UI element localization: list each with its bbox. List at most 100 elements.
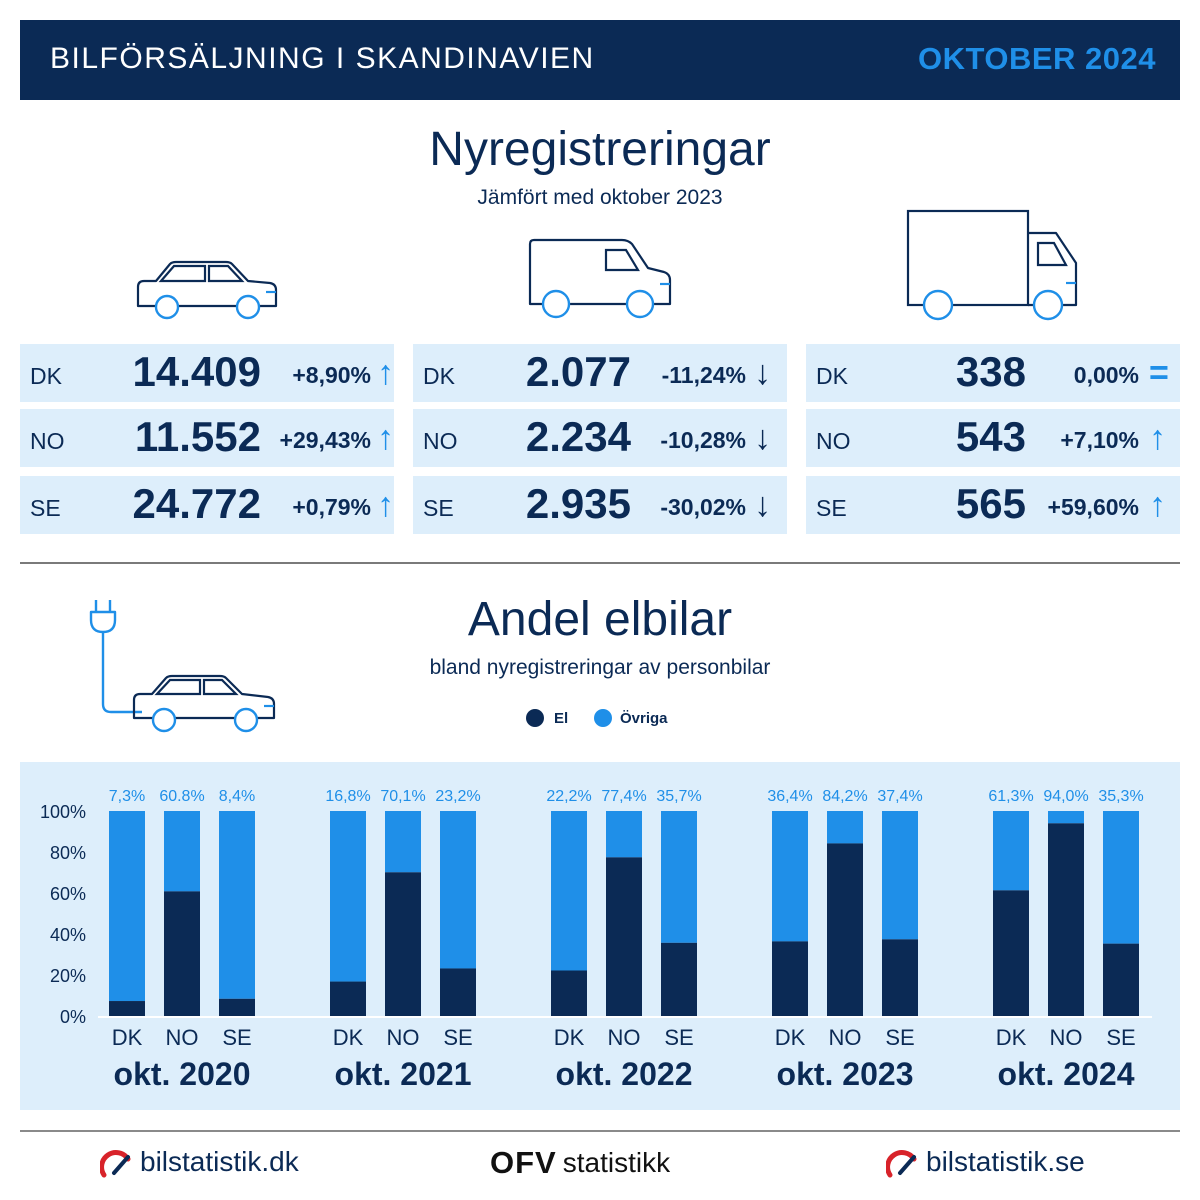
header-date: OKTOBER 2024: [917, 41, 1156, 76]
bar-other-segment: [606, 811, 642, 858]
arrow-up-icon: ↑: [1149, 486, 1166, 524]
bar-other-segment: [385, 811, 421, 873]
registration-count: 2.234: [525, 413, 631, 460]
stat-row-truck-dk: DK 338 0,00% =: [806, 344, 1180, 402]
x-category-label: DK: [333, 1025, 364, 1050]
change-percent: +59,60%: [1047, 494, 1139, 520]
bar-value-label: 84,2%: [822, 788, 867, 805]
country-code: SE: [816, 495, 847, 521]
country-code: NO: [816, 428, 851, 454]
van-icon: [528, 238, 672, 319]
y-tick-label: 0%: [60, 1007, 86, 1027]
arrow-down-icon: ↓: [754, 354, 771, 392]
y-tick-label: 40%: [50, 925, 86, 945]
arrow-up-icon: ↑: [377, 486, 394, 524]
ev-share-chart: 100% 80% 60% 40% 20% 0% 7,3% DK 60.8% NO 8,4% SE okt…: [40, 788, 1152, 1092]
legend-swatch-el: [526, 709, 544, 727]
change-percent: -30,02%: [660, 494, 746, 520]
bar-el-segment: [385, 872, 421, 1016]
bilstatistik-dk-text: bilstatistik.dk: [140, 1146, 299, 1177]
ofv-mark: OFV: [490, 1145, 557, 1180]
country-code: NO: [423, 428, 458, 454]
registration-count: 11.552: [134, 413, 261, 460]
ev-share-subtitle: bland nyregistreringar av personbilar: [429, 656, 771, 679]
bilstatistik-swirl-icon: [886, 1149, 917, 1178]
arrow-up-icon: ↑: [377, 354, 394, 392]
country-code: DK: [30, 363, 62, 389]
bar-el-segment: [330, 981, 366, 1016]
period-group-label: okt. 2023: [777, 1056, 914, 1092]
registration-count: 565: [955, 480, 1026, 527]
x-category-label: NO: [166, 1025, 199, 1050]
registration-count: 24.772: [132, 480, 261, 527]
x-category-label: NO: [1050, 1025, 1083, 1050]
y-tick-label: 20%: [50, 966, 86, 986]
legend-swatch-other: [594, 709, 612, 727]
bar-el-segment: [1103, 943, 1139, 1016]
bar-value-label: 8,4%: [219, 788, 255, 805]
bar-other-segment: [330, 811, 366, 982]
change-percent: +0,79%: [292, 494, 371, 520]
bilstatistik-se-text: bilstatistik.se: [926, 1146, 1085, 1177]
stat-row-car-se: SE 24.772 +0,79% ↑: [20, 476, 394, 534]
bar-el-segment: [827, 843, 863, 1016]
period-group-label: okt. 2022: [556, 1056, 693, 1092]
section-divider: [20, 562, 1180, 564]
ev-charging-car-icon: [89, 600, 276, 733]
x-category-label: SE: [443, 1025, 472, 1050]
bilstatistik-se-logo[interactable]: bilstatistik.se: [886, 1146, 1085, 1179]
bar-value-label: 37,4%: [877, 788, 922, 805]
bar-el-segment: [109, 1001, 145, 1016]
change-percent: -10,28%: [660, 427, 746, 453]
equal-icon: =: [1149, 354, 1169, 392]
country-code: DK: [423, 363, 455, 389]
bar-el-segment: [551, 970, 587, 1016]
bilstatistik-dk-logo[interactable]: bilstatistik.dk: [100, 1146, 299, 1179]
registration-count: 338: [955, 348, 1026, 395]
bar-other-segment: [109, 811, 145, 1002]
y-tick-label: 80%: [50, 843, 86, 863]
period-group-label: okt. 2024: [998, 1056, 1135, 1092]
registration-count: 14.409: [132, 348, 261, 395]
bar-other-segment: [1103, 811, 1139, 944]
change-percent: 0,00%: [1073, 362, 1139, 388]
stat-row-van-se: SE 2.935 -30,02% ↓: [413, 476, 787, 534]
x-category-label: SE: [1106, 1025, 1135, 1050]
bar-other-segment: [772, 811, 808, 942]
bar-other-segment: [661, 811, 697, 943]
x-category-label: NO: [608, 1025, 641, 1050]
country-code: SE: [30, 495, 61, 521]
arrow-up-icon: ↑: [377, 419, 394, 457]
bar-el-segment: [661, 942, 697, 1016]
bar-other-segment: [993, 811, 1029, 891]
bar-value-label: 35,7%: [656, 788, 701, 805]
x-category-label: DK: [112, 1025, 143, 1050]
registration-count: 2.077: [525, 348, 631, 395]
stat-row-car-no: NO 11.552 +29,43% ↑: [20, 409, 394, 467]
header-title: BILFÖRSÄLJNING I SKANDINAVIEN: [50, 42, 595, 75]
registrations-subtitle: Jämfört med oktober 2023: [477, 186, 723, 209]
y-tick-label: 60%: [50, 884, 86, 904]
bar-other-segment: [551, 811, 587, 971]
change-percent: +7,10%: [1060, 427, 1139, 453]
header-banner: BILFÖRSÄLJNING I SKANDINAVIEN OKTOBER 20…: [20, 20, 1180, 100]
bilstatistik-swirl-icon: [100, 1149, 131, 1178]
period-group-label: okt. 2021: [335, 1056, 472, 1092]
bar-el-segment: [1048, 823, 1084, 1016]
bar-other-segment: [827, 811, 863, 844]
registrations-title: Nyregistreringar: [429, 123, 771, 176]
bar-value-label: 16,8%: [325, 788, 370, 805]
stat-row-truck-no: NO 543 +7,10% ↑: [806, 409, 1180, 467]
x-category-label: DK: [996, 1025, 1027, 1050]
bar-el-segment: [772, 941, 808, 1016]
bar-other-segment: [219, 811, 255, 999]
bar-other-segment: [1048, 811, 1084, 824]
ofv-statistikk-logo[interactable]: OFV statistikk: [490, 1145, 670, 1181]
bar-other-segment: [164, 811, 200, 892]
y-tick-label: 100%: [40, 802, 86, 822]
bar-el-segment: [993, 890, 1029, 1016]
x-category-label: SE: [885, 1025, 914, 1050]
arrow-down-icon: ↓: [754, 486, 771, 524]
arrow-down-icon: ↓: [754, 419, 771, 457]
bar-el-segment: [882, 939, 918, 1016]
